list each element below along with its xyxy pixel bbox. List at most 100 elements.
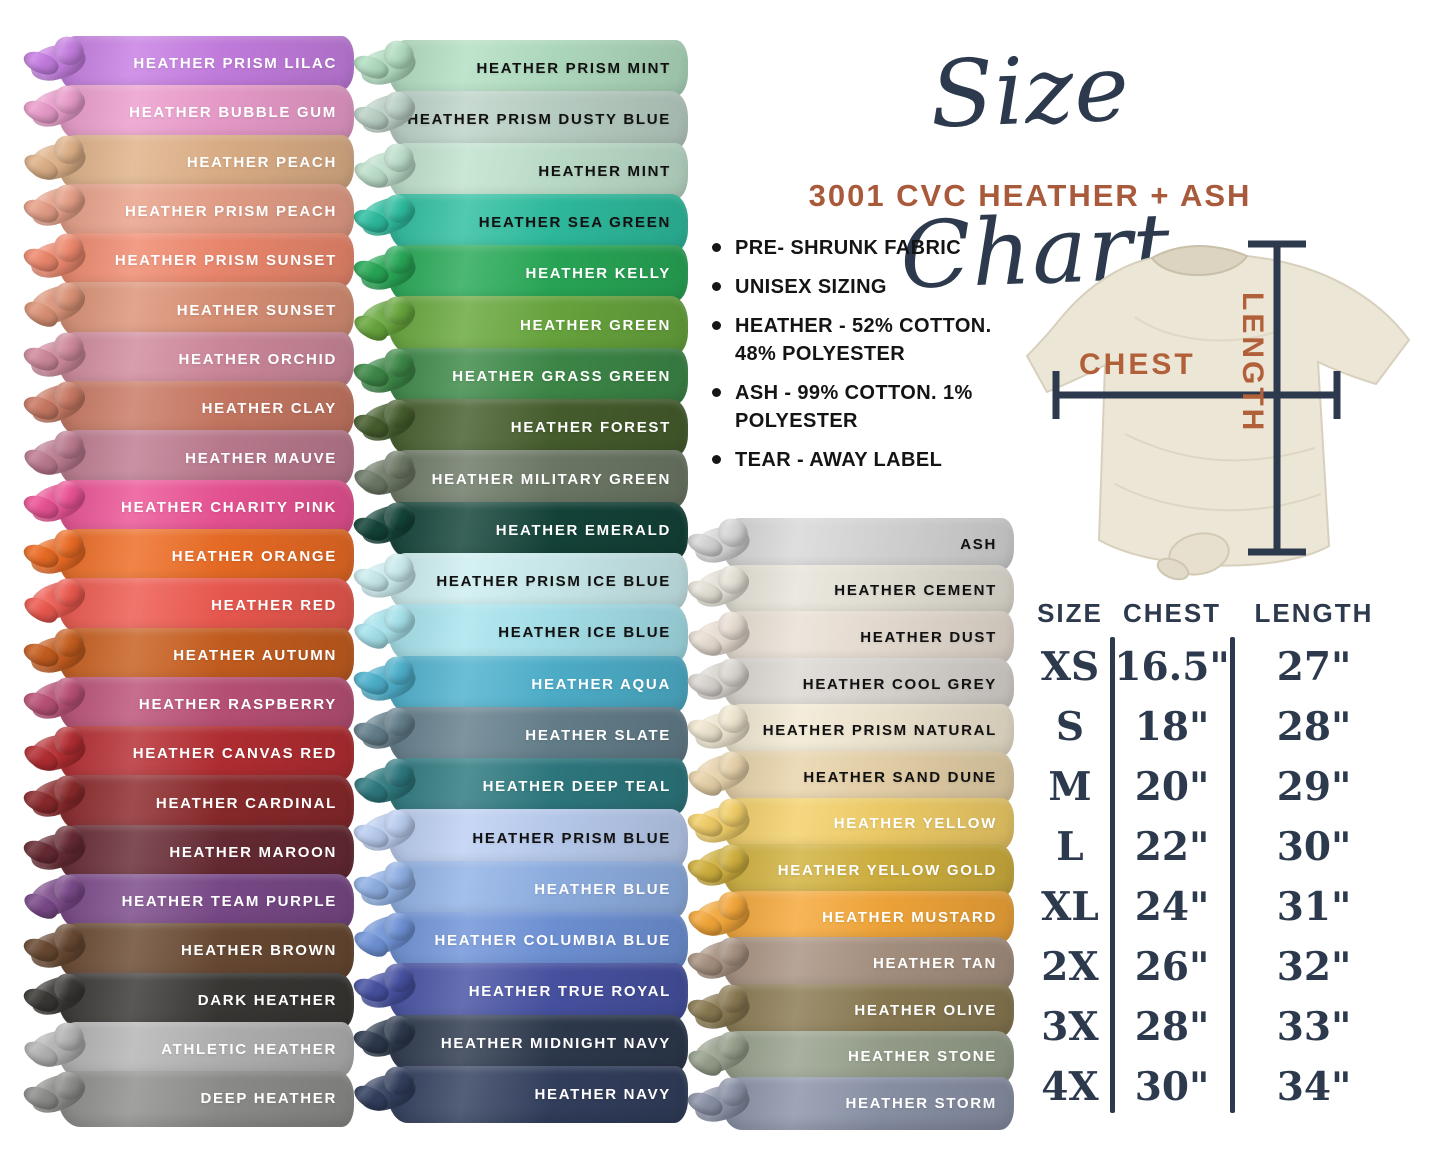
size-table-row: XS 16.5" 27" [1028,637,1400,697]
header-length: LENGTH [1254,598,1374,628]
swatch-row: HEATHER GREEN [350,292,690,354]
swatch-label: HEATHER BROWN [181,942,337,960]
bullet-icon [712,282,721,291]
chest-label: CHEST [1079,348,1196,381]
swatch-label: HEATHER ORCHID [178,350,337,368]
fabric-swatch: HEATHER NAVY [350,1064,688,1124]
swatch-row: HEATHER EMERALD [350,498,690,559]
swatch-row: ASH [684,516,1016,571]
swatch-row: HEATHER SAND DUNE [684,747,1016,804]
fabric-swatch: ATHLETIC HEATHER [20,1020,354,1078]
tshirt-wrinkle [1124,433,1316,462]
fabric-swatch: HEATHER ICE BLUE [350,600,688,662]
swatch-label: HEATHER PRISM PEACH [124,203,337,221]
swatch-row: HEATHER STONE [684,1026,1016,1084]
swatch-label: HEATHER BLUE [534,880,671,898]
fabric-swatch: HEATHER KELLY [350,243,688,303]
fabric-swatch: HEATHER EMERALD [350,498,688,559]
fabric-swatch: HEATHER MAROON [20,822,354,881]
swatch-row: HEATHER FOREST [350,395,690,457]
swatch-row: HEATHER PRISM MINT [350,38,690,98]
fabric-swatch: HEATHER ORANGE [20,527,354,585]
swatch-label: HEATHER CHARITY PINK [121,498,337,516]
header-size: SIZE [1037,598,1103,628]
fabric-swatch: HEATHER GRASS GREEN [350,345,688,406]
fabric-swatch: HEATHER YELLOW [684,795,1014,851]
swatch-row: HEATHER PRISM BLUE [350,805,690,867]
swatch-row: HEATHER MAROON [20,822,356,881]
swatch-row: HEATHER RASPBERRY [20,673,356,733]
swatch-row: HEATHER BROWN [20,921,356,979]
swatch-label: HEATHER SAND DUNE [803,768,997,786]
fabric-swatch: HEATHER PRISM BLUE [350,805,688,867]
fabric-swatch: HEATHER GREEN [350,292,688,354]
swatch-row: HEATHER CLAY [20,377,356,437]
fabric-swatch: HEATHER MIDNIGHT NAVY [350,1011,688,1072]
size-cell: L [1056,824,1084,870]
chest-cell: 22" [1134,824,1210,870]
length-cell: 30" [1276,824,1352,870]
header-chest: CHEST [1122,598,1222,628]
size-table-row: 4X 30" 34" [1028,1057,1400,1117]
swatch-row: DARK HEATHER [20,969,356,1028]
swatch-label: HEATHER CARDINAL [155,794,337,812]
page-title: Size Chart [898,34,1173,310]
swatch-label: HEATHER PRISM BLUE [472,829,671,847]
swatch-label: HEATHER MINT [538,162,671,180]
swatch-label: HEATHER EMERALD [495,521,671,539]
swatch-label: HEATHER PRISM ICE BLUE [436,573,671,591]
swatch-label: ATHLETIC HEATHER [161,1041,337,1059]
fabric-swatch: HEATHER PRISM MINT [350,38,688,98]
size-table: SIZE CHEST LENGTH XS 16.5" 27" S 18" 28"… [1028,598,1400,1117]
fabric-swatch: HEATHER SLATE [350,703,688,765]
swatch-row: HEATHER DUST [684,609,1016,664]
swatch-label: ASH [960,535,997,553]
size-table-row: S 18" 28" [1028,697,1400,757]
size-cell: S [1055,704,1085,750]
size-cell: 2X [1041,944,1099,990]
swatch-row: HEATHER PRISM NATURAL [684,702,1016,757]
swatch-label: HEATHER ORANGE [171,548,337,566]
feature-item: HEATHER - 52% COTTON. 48% POLYESTER [710,312,1012,368]
tshirt-knot-tail [1156,557,1190,581]
swatch-label: HEATHER PRISM LILAC [133,55,337,73]
swatch-row: HEATHER COOL GREY [684,654,1016,711]
fabric-swatch: HEATHER DUST [684,609,1014,664]
swatch-label: HEATHER ICE BLUE [498,624,671,642]
feature-item: UNISEX SIZING [710,273,1012,301]
swatch-row: HEATHER ORCHID [20,329,356,388]
size-table-header: SIZE CHEST LENGTH [1028,598,1400,629]
swatch-label: HEATHER MAUVE [185,449,337,467]
feature-list: PRE- SHRUNK FABRIC UNISEX SIZING HEATHER… [710,234,1012,485]
size-table-row: L 22" 30" [1028,817,1400,877]
fabric-swatch: HEATHER PRISM NATURAL [684,702,1014,757]
swatch-row: HEATHER TAN [684,933,1016,990]
fabric-swatch: HEATHER PRISM SUNSET [20,231,354,289]
size-table-row: XL 24" 31" [1028,877,1400,937]
fabric-swatch: HEATHER STONE [684,1026,1014,1084]
fabric-swatch: HEATHER BROWN [20,921,354,979]
swatch-label: HEATHER COOL GREY [802,675,997,693]
swatch-label: HEATHER SUNSET [176,301,337,319]
swatch-label: DARK HEATHER [197,991,337,1009]
swatch-column-1: HEATHER PRISM LILAC HEATHER BUBBLE GUM H… [20,34,356,1127]
swatch-label: HEATHER RASPBERRY [138,696,337,713]
swatch-label: HEATHER DEEP TEAL [482,778,671,796]
tshirt-collar [1150,244,1249,276]
feature-item: PRE- SHRUNK FABRIC [710,234,1012,262]
length-cell: 27" [1276,644,1352,690]
swatch-label: HEATHER TEAM PURPLE [121,893,337,911]
chest-cell: 20" [1134,764,1210,810]
fabric-swatch: HEATHER TRUE ROYAL [350,961,688,1021]
swatch-column-2: HEATHER PRISM MINT HEATHER PRISM DUSTY B… [350,38,690,1124]
fabric-swatch: HEATHER PRISM LILAC [20,34,354,92]
feature-text: TEAR - AWAY LABEL [735,449,943,471]
swatch-label: HEATHER MUSTARD [822,908,997,926]
fabric-swatch: HEATHER RASPBERRY [20,673,354,733]
chest-cell: 16.5" [1114,644,1230,690]
length-cell: 28" [1276,704,1352,750]
size-table-body: XS 16.5" 27" S 18" 28" M 20" 29" L 22" 3… [1028,637,1400,1117]
swatch-row: HEATHER ICE BLUE [350,600,690,662]
fabric-swatch: ASH [684,516,1014,571]
swatch-label: HEATHER RED [211,597,337,615]
